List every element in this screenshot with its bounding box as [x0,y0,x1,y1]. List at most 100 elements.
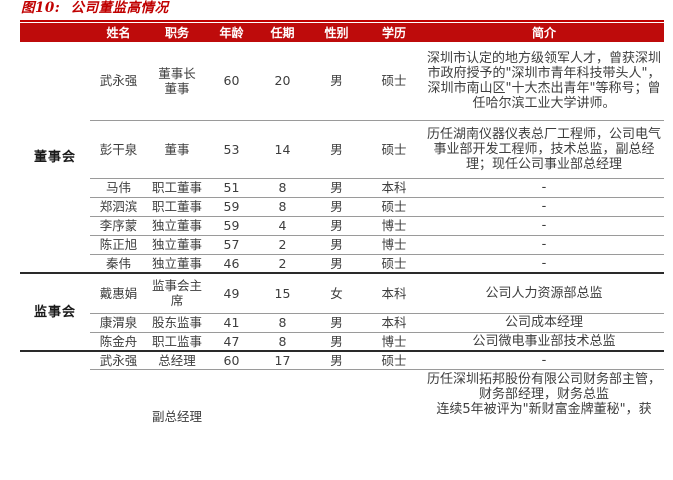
executives-table: 姓名 职务 年龄 任期 性别 学历 简介 董事会 武永强 董事长 董事 60 2… [20,23,664,480]
cell-education: 硕士 [381,73,407,89]
figure-title: 图10: 公司董监高情况 [21,0,169,16]
cell-age: 59 [207,196,256,216]
cell-tenure: 17 [256,350,309,370]
cell-name: 陈金舟 [90,331,147,351]
cell-gender: 女 [309,272,364,313]
cell-gender: 男 [309,253,364,273]
cell-name: 秦伟 [90,253,147,273]
header-cell-group [20,23,90,42]
cell-tenure [256,369,309,480]
cell-position: 职工董事 [147,177,207,197]
cell-position: 职工董事 [147,196,207,216]
table-row: 陈金舟 职工监事 47 8 男 博士 公司微电事业部技术总监 [20,331,664,351]
cell-education: 硕士 [364,119,424,178]
section-label-board: 董事会 [33,149,76,165]
cell-tenure: 15 [256,272,309,313]
section-label-management [20,350,90,480]
section-label-supervisors: 监事会 [20,272,90,351]
cell-position: 独立董事 [147,253,207,273]
cell-age: 47 [207,331,256,351]
cell-gender: 男 [309,350,364,370]
cell-tenure: 8 [256,177,309,197]
cell-name: 康渭泉 [90,312,147,332]
cell-education: 硕士 [364,350,424,370]
cell-age: 60 [223,73,240,89]
table-row: 马伟 职工董事 51 8 男 本科 - [20,177,664,197]
cell-gender: 男 [309,177,364,197]
cell-position: 副总经理 [147,369,207,480]
cell-name: 彭干泉 [90,119,147,178]
cell-profile: 深圳市认定的地方级领军人才，曾获深圳市政府授予的"深圳市青年科技带头人"，深圳市… [426,50,661,111]
cell-tenure: 8 [256,196,309,216]
cell-tenure: 14 [256,119,309,178]
cell-age: 53 [207,119,256,178]
cell-profile: - [424,350,664,370]
cell-tenure: 4 [256,215,309,235]
cell-profile: 历任深圳拓邦股份有限公司财务部主管，财务部经理，财务总监 连续5年被评为"新财富… [424,369,664,480]
cell-name: 马伟 [90,177,147,197]
cell-position: 董事长 董事 [158,65,196,96]
cell-position: 股东监事 [147,312,207,332]
cell-age: 57 [207,234,256,254]
cell-age [207,369,256,480]
table-row: 武永强 总经理 60 17 男 硕士 - [20,350,664,480]
table-row: 康渭泉 股东监事 41 8 男 本科 公司成本经理 [20,312,664,332]
cell-profile: 历任湖南仪器仪表总厂工程师，公司电气事业部开发工程师，技术总监，副总经理；现任公… [424,119,664,178]
cell-education: 本科 [364,177,424,197]
table-row: 彭干泉 董事 53 14 男 硕士 历任湖南仪器仪表总厂工程师，公司电气事业部开… [20,119,664,178]
header-cell-profile: 简介 [424,23,664,42]
cell-education: 博士 [364,215,424,235]
cell-age: 46 [207,253,256,273]
cell-profile: - [424,177,664,197]
cell-tenure: 2 [256,253,309,273]
table-row: 陈正旭 独立董事 57 2 男 博士 - [20,234,664,254]
cell-profile: - [424,215,664,235]
cell-age: 41 [207,312,256,332]
cell-gender: 男 [330,73,343,89]
table-row: 李序蒙 独立董事 59 4 男 博士 - [20,215,664,235]
cell-gender: 男 [309,215,364,235]
header-cell-gender: 性别 [309,23,364,42]
header-cell-position: 职务 [147,23,207,42]
header-cell-name: 姓名 [90,23,147,42]
table-body: 董事会 武永强 董事长 董事 60 20 男 硕士 深圳市认定的地方级领军人才，… [20,42,664,480]
cell-tenure: 8 [256,331,309,351]
cell-education [364,369,424,480]
cell-name: 武永强 [90,350,147,370]
table-row: 董事会 武永强 董事长 董事 60 20 男 硕士 深圳市认定的地方级领军人才，… [20,42,664,165]
header-cell-tenure: 任期 [256,23,309,42]
cell-education: 硕士 [364,196,424,216]
cell-tenure: 2 [256,234,309,254]
cell-gender: 男 [309,331,364,351]
cell-name: 李序蒙 [90,215,147,235]
cell-name: 郑泗滨 [90,196,147,216]
cell-name [90,369,147,480]
cell-gender: 男 [309,119,364,178]
cell-profile: - [424,253,664,273]
cell-age: 51 [207,177,256,197]
cell-name: 武永强 [99,73,138,89]
report-page: { "figure": { "title": "图10: 公司董监高情况" },… [20,0,664,480]
cell-education: 本科 [364,272,424,313]
table-header: 姓名 职务 年龄 任期 性别 学历 简介 [20,23,664,42]
cell-education: 本科 [364,312,424,332]
table-row: 秦伟 独立董事 46 2 男 硕士 - [20,253,664,273]
cell-profile: 公司微电事业部技术总监 [424,331,664,351]
cell-position: 监事会主席 [147,272,207,313]
cell-position: 董事 [147,119,207,178]
cell-name: 戴惠娟 [90,272,147,313]
cell-education: 硕士 [364,253,424,273]
cell-age: 49 [207,272,256,313]
header-cell-age: 年龄 [207,23,256,42]
cell-gender: 男 [309,196,364,216]
cell-profile: - [424,196,664,216]
cell-profile: - [424,234,664,254]
cell-position: 独立董事 [147,234,207,254]
cell-position: 总经理 [147,350,207,370]
cell-education: 博士 [364,234,424,254]
cell-tenure: 20 [274,73,291,89]
header-row: 姓名 职务 年龄 任期 性别 学历 简介 [20,23,664,42]
cell-profile: 公司人力资源部总监 [424,272,664,313]
cell-profile: 公司成本经理 [424,312,664,332]
cell-name: 陈正旭 [90,234,147,254]
